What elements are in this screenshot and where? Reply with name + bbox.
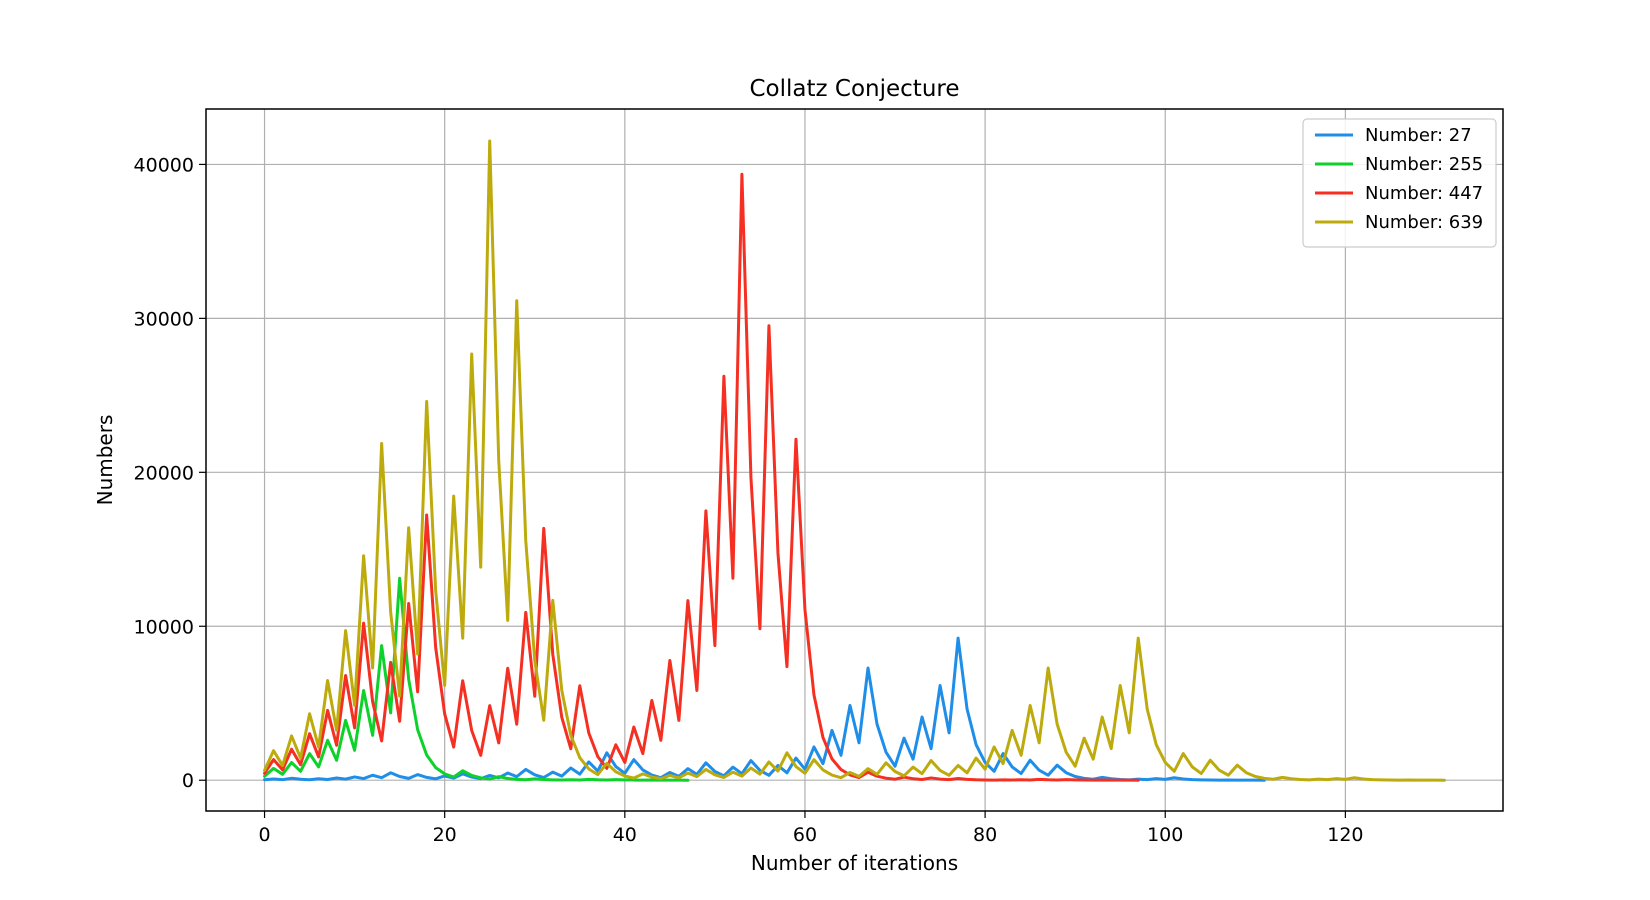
series-group [263,139,1446,782]
x-axis-ticks: 0 20 40 60 80 100 120 [258,811,1364,846]
x-tick-label: 20 [433,824,457,846]
x-tick-label: 60 [793,824,817,846]
y-tick-label: 0 [182,770,194,792]
y-tick-label: 20000 [134,462,194,484]
legend-label-1: Number: 255 [1365,154,1483,175]
legend-label-3: Number: 639 [1365,212,1483,233]
y-axis-ticks: 0 10000 20000 30000 40000 [134,154,206,792]
x-tick-label: 40 [613,824,637,846]
series-line-2 [263,172,1140,782]
y-axis-label: Numbers [93,415,117,506]
series-line-3 [263,139,1446,782]
legend-label-2: Number: 447 [1365,183,1483,204]
y-tick-label: 40000 [134,154,194,176]
x-axis-label: Number of iterations [751,851,958,875]
legend-label-0: Number: 27 [1365,125,1472,146]
x-tick-label: 0 [258,824,270,846]
legend: Number: 27 Number: 255 Number: 447 Number: … [1302,118,1497,248]
x-tick-label: 120 [1327,824,1363,846]
series-line-0 [263,636,1266,782]
x-tick-label: 80 [973,824,997,846]
series-line-1 [263,576,690,782]
legend-box [1302,118,1497,248]
y-tick-label: 30000 [134,308,194,330]
y-tick-label: 10000 [134,616,194,638]
plot-area-frame [205,108,1504,812]
chart-title: Collatz Conjecture [750,76,960,102]
x-tick-label: 100 [1147,824,1183,846]
